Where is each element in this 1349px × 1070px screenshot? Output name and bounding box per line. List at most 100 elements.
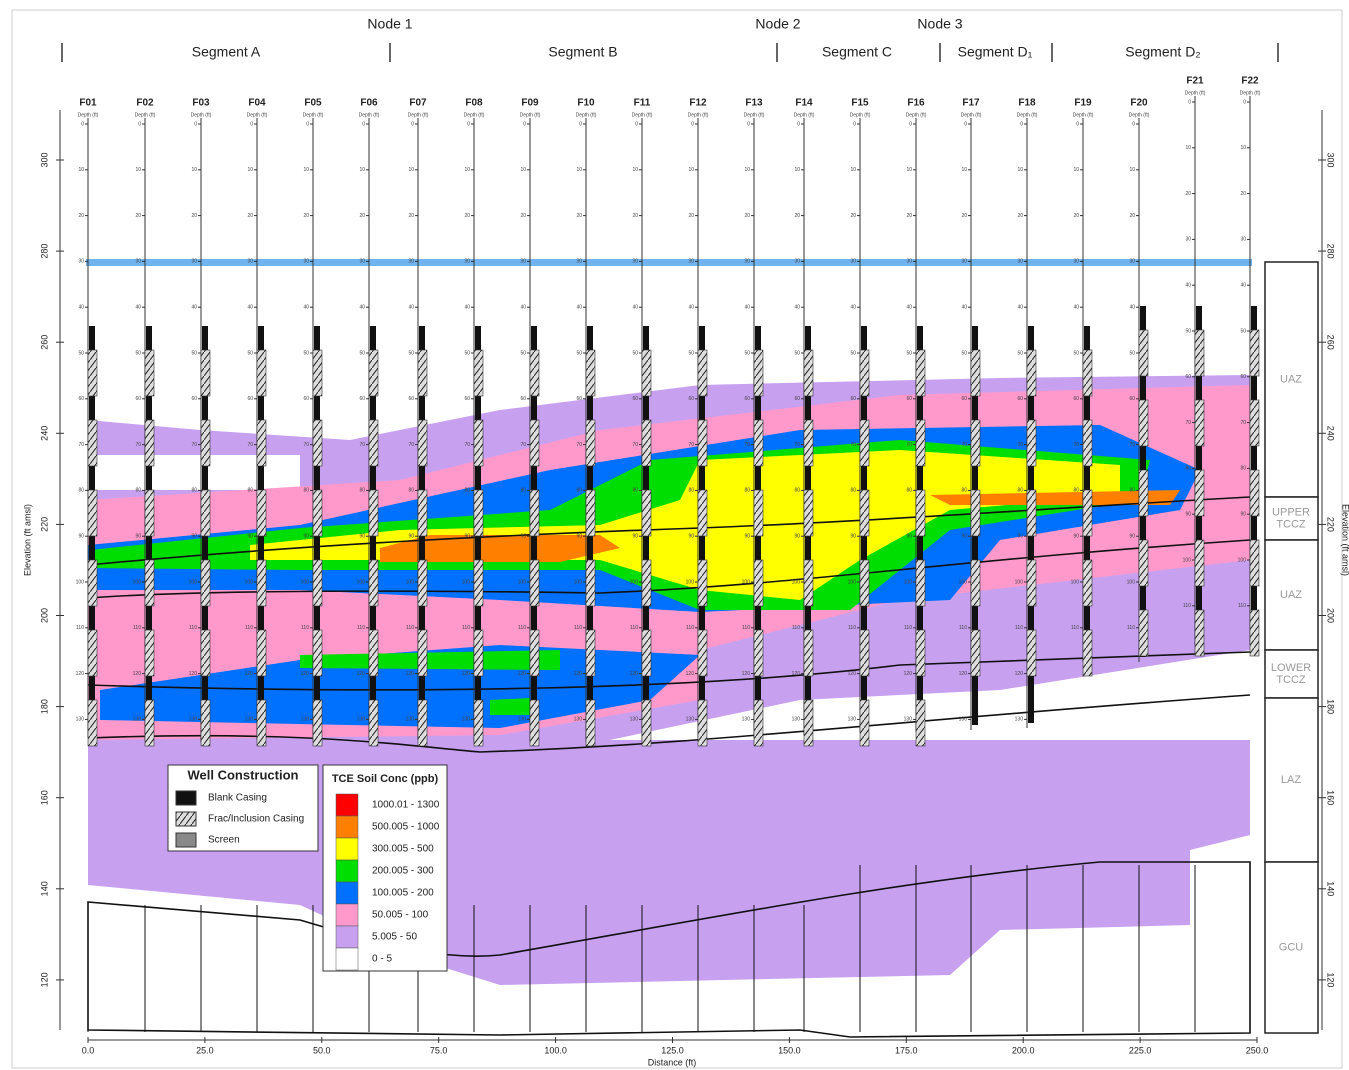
depth-tick-label: 70 [135,442,141,448]
segment-label: Segment C [822,44,892,60]
depth-tick-label: 100 [1071,579,1080,585]
well-label: F08 [465,98,483,109]
frac-casing [368,349,379,397]
depth-tick-label: 50 [1185,328,1191,334]
y-tick-label: 200 [39,608,49,623]
water-table [86,259,1252,266]
node-label: Node 3 [917,16,962,32]
legend-title: TCE Soil Conc (ppb) [332,773,439,785]
depth-tick-label: 30 [961,259,967,265]
frac-casing [529,349,540,397]
depth-tick-label: 60 [1185,374,1191,380]
depth-tick-label: 60 [1129,396,1135,402]
depth-tick-label: 70 [744,442,750,448]
well-label: F17 [962,98,980,109]
depth-tick-label: 110 [301,625,309,631]
depth-tick-label: 70 [688,442,694,448]
depth-tick-label: 20 [961,213,967,219]
depth-tick-label: 120 [630,671,639,677]
legend-swatch [175,811,197,827]
depth-tick-label: 20 [78,213,84,219]
depth-tick-label: 60 [78,396,84,402]
frac-casing [585,699,596,747]
frac-casing [970,559,981,607]
depth-tick-label: 110 [792,625,800,631]
frac-casing [915,629,926,677]
frac-casing [312,559,323,607]
well-label: F09 [521,98,539,109]
legend-item: Blank Casing [208,793,267,804]
depth-tick-label: 100 [462,579,471,585]
depth-tick-label: 110 [630,625,638,631]
y-axis-label: Elevation (ft amsl) [22,504,32,576]
depth-tick-label: 0 [411,121,414,127]
depth-tick-label: 60 [408,396,414,402]
depth-tick-label: 60 [1017,396,1023,402]
frac-casing [641,419,652,467]
legend-swatch [335,881,359,905]
frac-casing [1249,399,1260,447]
depth-tick-label: 60 [794,396,800,402]
frac-casing [1026,629,1037,677]
frac-casing [641,349,652,397]
depth-tick-label: 30 [632,259,638,265]
depth-tick-label: 120 [301,671,310,677]
frac-casing [641,629,652,677]
frac-casing [753,699,764,747]
frac-casing [1026,559,1037,607]
frac-casing [697,699,708,747]
depth-tick-label: 10 [688,167,694,173]
legend-item: Screen [208,835,240,846]
depth-tick-label: 120 [1015,671,1024,677]
frac-casing [473,629,484,677]
depth-tick-label: 110 [518,625,526,631]
unit-box [1264,861,1319,1034]
plume [300,650,560,670]
x-tick-label: 50.0 [313,1045,331,1055]
legend-swatch [335,859,359,883]
depth-tick-label: 110 [357,625,365,631]
depth-tick-label: 100 [189,579,198,585]
depth-tick-label: 130 [245,717,254,723]
depth-tick-label: 70 [1129,442,1135,448]
depth-label: Depth (ft) [1017,112,1038,118]
frac-casing [753,489,764,537]
legend-item: 200.005 - 300 [372,866,434,877]
depth-tick-label: 10 [1129,167,1135,173]
frac-casing [585,349,596,397]
plume [380,535,620,562]
node-label: Node 2 [755,16,800,32]
frac-casing [915,349,926,397]
depth-tick-label: 10 [78,167,84,173]
depth-tick-label: 80 [1073,488,1079,494]
plume [490,698,530,715]
y-tick-label: 260 [1326,335,1336,350]
frac-casing [915,489,926,537]
y-tick-label: 140 [39,881,49,896]
depth-tick-label: 80 [408,488,414,494]
legend-item: 500.005 - 1000 [372,822,440,833]
depth-tick-label: 50 [1073,350,1079,356]
depth-tick-label: 100 [518,579,527,585]
depth-tick-label: 80 [850,488,856,494]
depth-tick-label: 70 [1017,442,1023,448]
frac-casing [473,349,484,397]
well-label: F01 [79,98,97,109]
depth-tick-label: 40 [303,305,309,311]
y-tick-label: 120 [39,972,49,987]
depth-tick-label: 110 [1183,603,1191,609]
frac-casing [585,629,596,677]
depth-tick-label: 30 [744,259,750,265]
frac-casing [641,489,652,537]
x-axis-label: Distance (ft) [648,1057,697,1067]
frac-casing [803,699,814,747]
depth-tick-label: 10 [1185,145,1191,151]
y-tick-label: 240 [1326,426,1336,441]
depth-tick-label: 10 [135,167,141,173]
depth-tick-label: 50 [191,350,197,356]
frac-casing [368,699,379,747]
depth-tick-label: 120 [574,671,583,677]
depth-tick-label: 20 [906,213,912,219]
frac-casing [200,489,211,537]
depth-tick-label: 30 [464,259,470,265]
